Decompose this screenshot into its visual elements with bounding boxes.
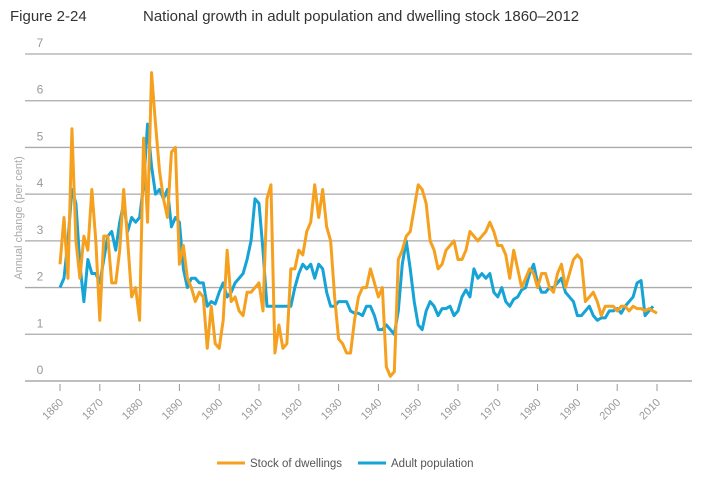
x-tick-label: 1910: [239, 397, 265, 423]
legend-label: Stock of dwellings: [250, 458, 342, 470]
series-line-stock-of-dwellings: [58, 71, 658, 378]
x-tick-label: 2000: [598, 397, 624, 423]
x-tick-label: 1860: [40, 397, 66, 423]
x-tick-label: 1980: [518, 397, 544, 423]
x-tick-label: 1900: [200, 397, 226, 423]
y-tick-label: 7: [37, 36, 44, 50]
x-tick-label: 1930: [319, 397, 345, 423]
x-tick-label: 2010: [637, 397, 663, 423]
y-tick-label: 3: [37, 223, 44, 237]
y-tick-label: 1: [37, 316, 44, 330]
x-tick-label: 1960: [438, 397, 464, 423]
y-tick-label: 5: [37, 129, 44, 143]
y-tick-label: 4: [37, 176, 44, 190]
y-tick-label: 0: [37, 363, 44, 377]
y-tick-label: 2: [37, 270, 44, 284]
y-tick-label: 6: [37, 83, 44, 97]
x-tick-label: 1970: [478, 397, 504, 423]
x-tick-label: 1870: [80, 397, 106, 423]
y-axis-label: Annual change (per cent): [13, 156, 25, 280]
figure-label: Figure 2-24: [10, 8, 87, 25]
x-tick-label: 1940: [359, 397, 385, 423]
legend-label: Adult population: [391, 458, 473, 470]
x-tick-label: 1880: [120, 397, 146, 423]
x-tick-label: 1890: [160, 397, 186, 423]
x-tick-label: 1920: [279, 397, 305, 423]
chart-title: National growth in adult population and …: [143, 8, 580, 25]
x-tick-label: 1950: [399, 397, 425, 423]
x-tick-label: 1990: [558, 397, 584, 423]
